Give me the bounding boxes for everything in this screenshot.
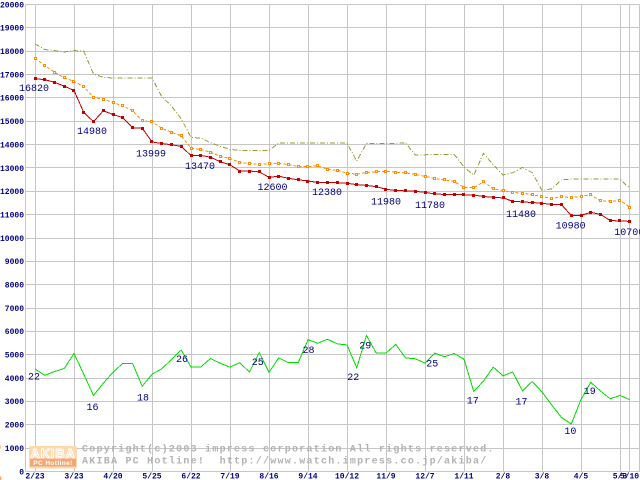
svg-text:10: 10 — [564, 427, 576, 438]
svg-text:3/23: 3/23 — [64, 473, 83, 480]
svg-text:19: 19 — [584, 387, 596, 398]
svg-text:PC Hotline!: PC Hotline! — [33, 460, 72, 467]
svg-text:5000: 5000 — [5, 352, 24, 361]
svg-text:15000: 15000 — [0, 118, 24, 127]
svg-text:29: 29 — [359, 342, 371, 353]
svg-text:9/14: 9/14 — [298, 473, 317, 480]
svg-text:5/25: 5/25 — [142, 473, 161, 480]
svg-text:12380: 12380 — [312, 188, 342, 199]
svg-text:10/12: 10/12 — [335, 473, 359, 480]
svg-text:3000: 3000 — [5, 398, 24, 407]
svg-text:6000: 6000 — [5, 328, 24, 337]
svg-text:18: 18 — [137, 394, 149, 405]
svg-text:13000: 13000 — [0, 165, 24, 174]
svg-text:18000: 18000 — [0, 48, 24, 57]
svg-text:2/23: 2/23 — [25, 473, 44, 480]
svg-text:8000: 8000 — [5, 282, 24, 291]
svg-text:7000: 7000 — [5, 305, 24, 314]
svg-text:10000: 10000 — [0, 235, 24, 244]
svg-text:4000: 4000 — [5, 375, 24, 384]
svg-text:11780: 11780 — [415, 201, 445, 212]
svg-text:2/8: 2/8 — [496, 473, 511, 480]
svg-text:20000: 20000 — [0, 1, 24, 10]
svg-text:14980: 14980 — [77, 127, 107, 138]
svg-text:10980: 10980 — [556, 222, 586, 233]
svg-text:25: 25 — [426, 359, 438, 370]
svg-text:8/16: 8/16 — [259, 473, 278, 480]
svg-text:19000: 19000 — [0, 25, 24, 34]
svg-text:11980: 11980 — [371, 198, 401, 209]
svg-text:9000: 9000 — [5, 258, 24, 267]
svg-text:16000: 16000 — [0, 95, 24, 104]
svg-text:17: 17 — [516, 398, 528, 409]
svg-text:22: 22 — [28, 373, 40, 384]
svg-text:22: 22 — [347, 373, 359, 384]
svg-text:13470: 13470 — [185, 162, 215, 173]
svg-text:AKIBA: AKIBA — [30, 446, 75, 461]
svg-text:26: 26 — [176, 355, 188, 366]
svg-text:Copyright(c)2003 impress corpo: Copyright(c)2003 impress corporation All… — [82, 444, 495, 456]
svg-text:5/3: 5/3 — [613, 473, 628, 480]
svg-text:7/19: 7/19 — [220, 473, 239, 480]
svg-text:25: 25 — [252, 358, 264, 369]
svg-text:16820: 16820 — [19, 84, 49, 95]
svg-text:10700: 10700 — [614, 228, 640, 239]
svg-text:28: 28 — [303, 346, 315, 357]
svg-text:4/5: 4/5 — [574, 473, 589, 480]
svg-text:0: 0 — [19, 468, 24, 477]
svg-text:11480: 11480 — [506, 210, 536, 221]
svg-text:1/11: 1/11 — [454, 473, 473, 480]
svg-text:17: 17 — [467, 397, 479, 408]
svg-text:6/22: 6/22 — [181, 473, 200, 480]
svg-text:5/10: 5/10 — [620, 473, 639, 480]
svg-text:17000: 17000 — [0, 71, 24, 80]
svg-text:4/20: 4/20 — [103, 473, 122, 480]
svg-text:16: 16 — [87, 403, 99, 414]
svg-text:AKIBA PC Hotline! http://www.: AKIBA PC Hotline! http://www.watch.impre… — [82, 456, 488, 468]
svg-text:14000: 14000 — [0, 141, 24, 150]
svg-text:13999: 13999 — [136, 150, 166, 161]
svg-text:12600: 12600 — [258, 183, 288, 194]
svg-text:3/8: 3/8 — [535, 473, 550, 480]
svg-text:11/9: 11/9 — [376, 473, 395, 480]
svg-text:1000: 1000 — [5, 445, 24, 454]
svg-text:11000: 11000 — [0, 212, 24, 221]
svg-text:12000: 12000 — [0, 188, 24, 197]
svg-text:12/7: 12/7 — [415, 473, 434, 480]
svg-text:2000: 2000 — [5, 422, 24, 431]
